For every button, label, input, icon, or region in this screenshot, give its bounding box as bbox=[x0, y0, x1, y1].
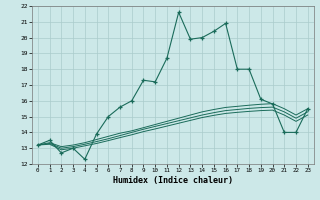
X-axis label: Humidex (Indice chaleur): Humidex (Indice chaleur) bbox=[113, 176, 233, 185]
